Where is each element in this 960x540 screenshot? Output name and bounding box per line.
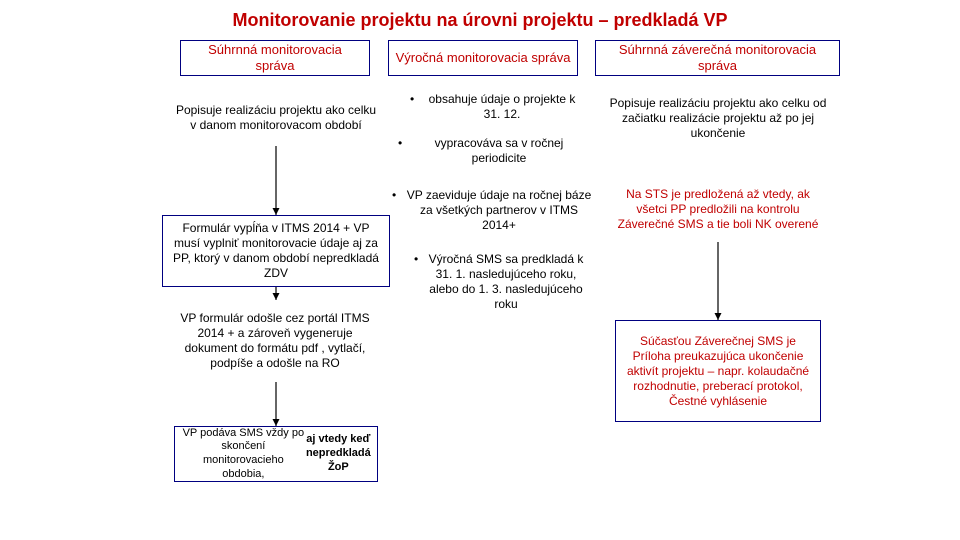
left-l2: Formulár vypĺňa v ITMS 2014 + VP musí vy… xyxy=(162,215,390,287)
bullet-text: obsahuje údaje o projekte k 31. 12. xyxy=(424,92,580,122)
header-h3: Súhrnná záverečná monitorovacia správa xyxy=(595,40,840,76)
bullet-m4: •Výročná SMS sa predkladá k 31. 1. nasle… xyxy=(414,252,584,312)
left-l1: Popisuje realizáciu projektu ako celku v… xyxy=(168,90,384,146)
bullet-dot: • xyxy=(392,188,406,233)
bullet-m2: •vypracováva sa v ročnej periodicite xyxy=(398,136,586,166)
bullet-dot: • xyxy=(410,92,424,122)
header-h2: Výročná monitorovacia správa xyxy=(388,40,578,76)
bullet-m3: •VP zaeviduje údaje na ročnej báze za vš… xyxy=(392,188,592,233)
left-l4: VP podáva SMS vždy po skončení monitorov… xyxy=(174,426,378,482)
header-h1: Súhrnná monitorovacia správa xyxy=(180,40,370,76)
bullet-dot: • xyxy=(398,136,412,166)
bullet-text: VP zaeviduje údaje na ročnej báze za vše… xyxy=(406,188,592,233)
bullet-m1: •obsahuje údaje o projekte k 31. 12. xyxy=(410,92,580,122)
bullet-dot: • xyxy=(414,252,428,312)
left-l3: VP formulár odošle cez portál ITMS 2014 … xyxy=(168,300,382,382)
bullet-text: vypracováva sa v ročnej periodicite xyxy=(412,136,586,166)
page-title: Monitorovanie projektu na úrovni projekt… xyxy=(0,10,960,31)
right-r1: Popisuje realizáciu projektu ako celku o… xyxy=(600,90,836,146)
right-r3: Súčasťou Záverečnej SMS je Príloha preuk… xyxy=(615,320,821,422)
right-r2: Na STS je predložená až vtedy, ak všetci… xyxy=(604,176,832,242)
bullet-text: Výročná SMS sa predkladá k 31. 1. nasled… xyxy=(428,252,584,312)
